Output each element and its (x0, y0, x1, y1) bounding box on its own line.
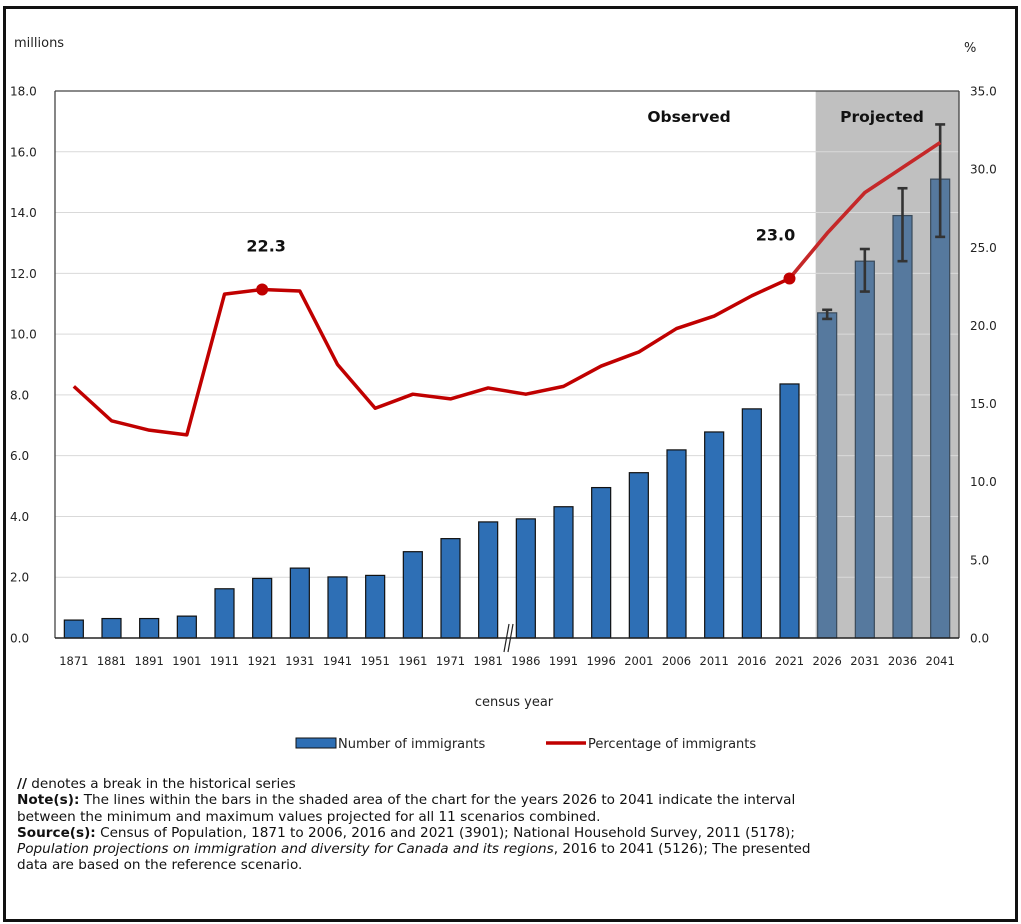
y-tick-label: 6.0 (10, 449, 29, 463)
x-axis-title: census year (475, 695, 554, 710)
marker-1921 (256, 283, 269, 296)
x-tick-label-2026: 2026 (813, 654, 842, 668)
combo-chart: 22.3 23.0 0.0 2.0 4.0 6.0 8.0 10.0 12.0 14.0 16.0 1… (10, 36, 997, 752)
source-title: Population projections on immigration an… (17, 841, 554, 858)
y-tick-label: 2.0 (10, 571, 29, 585)
data-label-1921: 22.3 (246, 236, 285, 255)
y2-tick-label: 30.0 (970, 163, 997, 177)
x-tick-label-1911: 1911 (210, 654, 239, 668)
break-marker-stroke-2 (507, 623, 514, 653)
legend-label-bars: Number of immigrants (338, 737, 485, 752)
bar-1931 (289, 567, 310, 639)
bar-2021 (779, 383, 800, 639)
x-tick-label-2031: 2031 (850, 654, 879, 668)
x-tick-label-1951: 1951 (361, 654, 390, 668)
x-tick-label-2041: 2041 (926, 654, 955, 668)
x-tick-label-2036: 2036 (888, 654, 917, 668)
bar-1871 (63, 619, 84, 639)
x-tick-label-1981: 1981 (474, 654, 503, 668)
legend-label-line: Percentage of immigrants (588, 737, 756, 752)
bar-1971 (440, 538, 461, 639)
x-tick-label-1941: 1941 (323, 654, 352, 668)
y2-tick-label: 5.0 (970, 553, 989, 567)
y2-axis-unit-label: % (964, 41, 976, 56)
x-tick-label-1891: 1891 (135, 654, 164, 668)
y-tick-label: 4.0 (10, 510, 29, 524)
y-tick-label: 18.0 (10, 85, 37, 99)
note-line-2: between the minimum and maximum values p… (17, 808, 601, 825)
x-tick-label-1996: 1996 (587, 654, 616, 668)
y2-tick-label: 10.0 (970, 475, 997, 489)
bar-2016 (741, 408, 762, 639)
bar-1991 (553, 506, 574, 639)
bar-2006 (666, 449, 687, 639)
bar-1951 (365, 574, 386, 639)
y-tick-label: 0.0 (10, 632, 29, 646)
chart-notes: // denotes a break in the historical ser… (17, 776, 997, 874)
bar-2031 (854, 260, 875, 639)
region-label-observed: Observed (647, 108, 730, 126)
bar-1986 (515, 518, 536, 639)
bar-1881 (101, 617, 122, 639)
bar-1901 (176, 615, 197, 639)
y2-tick-label: 20.0 (970, 319, 997, 333)
x-tick-label-2011: 2011 (700, 654, 729, 668)
bar-1941 (327, 576, 348, 639)
x-tick-label-1871: 1871 (59, 654, 88, 668)
bar-1921 (252, 577, 273, 639)
y2-tick-label: 0.0 (970, 632, 989, 646)
x-tick-label-2021: 2021 (775, 654, 804, 668)
note-label: Note(s): (17, 792, 80, 809)
x-tick-label-2006: 2006 (662, 654, 691, 668)
x-tick-label-1991: 1991 (549, 654, 578, 668)
x-tick-label-1986: 1986 (511, 654, 540, 668)
source-line-3: data are based on the reference scenario… (17, 857, 303, 874)
break-symbol: // (17, 776, 27, 792)
bar-2026 (817, 312, 838, 639)
y-tick-label: 16.0 (10, 145, 37, 159)
x-tick-label-1971: 1971 (436, 654, 465, 668)
x-tick-label-1881: 1881 (97, 654, 126, 668)
x-tick-label-2016: 2016 (737, 654, 766, 668)
marker-2021 (783, 272, 796, 285)
percentage-line-projected (788, 141, 942, 280)
bar-2001 (628, 472, 649, 639)
x-tick-label-2001: 2001 (624, 654, 653, 668)
bar-1996 (591, 486, 612, 639)
bar-1961 (402, 551, 423, 639)
bar-2036 (892, 214, 913, 639)
break-note: // denotes a break in the historical ser… (17, 776, 296, 792)
bar-2041 (930, 178, 951, 639)
x-tick-label-1931: 1931 (285, 654, 314, 668)
y-tick-label: 10.0 (10, 328, 37, 342)
data-label-2021: 23.0 (756, 226, 795, 245)
legend-swatch-bars (295, 737, 337, 749)
y-axis-unit-label: millions (14, 36, 64, 51)
x-tick-label-1901: 1901 (172, 654, 201, 668)
y2-tick-label: 35.0 (970, 85, 997, 99)
region-label-projected: Projected (840, 108, 924, 126)
break-marker-stroke-1 (503, 623, 510, 653)
bar-1891 (139, 617, 160, 639)
source-label: Source(s): (17, 824, 96, 841)
x-tick-label-1961: 1961 (398, 654, 427, 668)
bar-1981 (478, 521, 499, 639)
note-line-1: Note(s): The lines within the bars in th… (17, 792, 796, 809)
y-tick-label: 8.0 (10, 388, 29, 402)
x-tick-label-1921: 1921 (248, 654, 277, 668)
y-tick-label: 14.0 (10, 206, 37, 220)
y-tick-label: 12.0 (10, 267, 37, 281)
source-line-1: Source(s): Census of Population, 1871 to… (17, 824, 795, 841)
chart-frame (3, 6, 1018, 922)
y2-tick-label: 25.0 (970, 241, 997, 255)
bar-2011 (704, 431, 725, 639)
y2-tick-label: 15.0 (970, 397, 997, 411)
bar-1911 (214, 588, 235, 639)
source-line-2: Population projections on immigration an… (17, 841, 811, 858)
